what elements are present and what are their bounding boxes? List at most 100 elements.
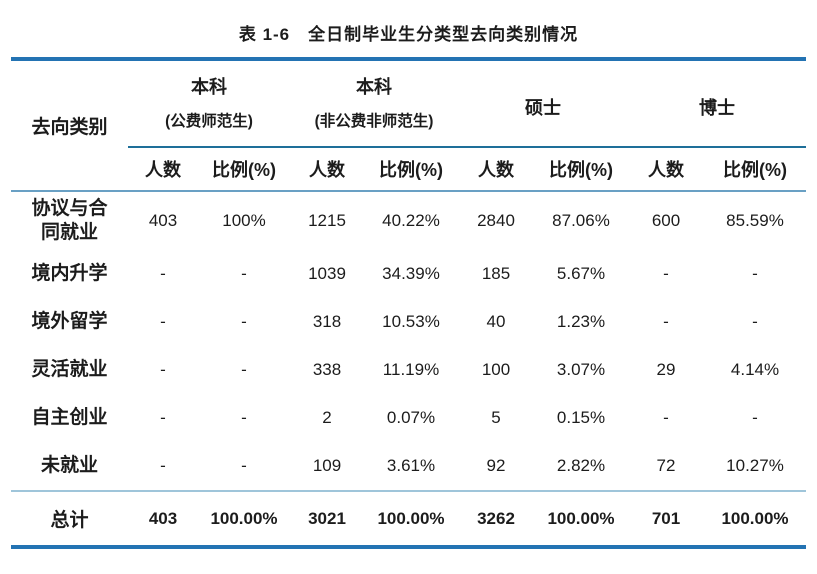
table-cell: 10.27% (704, 442, 806, 492)
table-cell: 5 (491, 408, 501, 427)
table-row-contract-employment: 协议与合同就业 403 100% 1215 40.22% 2840 87.06%… (11, 191, 806, 250)
table-cell: 11.19% (382, 360, 440, 379)
table-cell: 92 (458, 442, 534, 492)
table-cell: 85.59% (726, 211, 784, 230)
col-header-ratio: 比例(%) (534, 147, 628, 192)
table-cell: 701 (651, 508, 681, 528)
table-cell: - (241, 264, 247, 283)
row-label: 未就业 (11, 442, 128, 492)
table-cell: - (752, 312, 758, 331)
table-cell: 3021 (308, 508, 346, 528)
col-header-count: 人数 (290, 147, 364, 192)
table-row-total: 总计 403 100.00% 3021 100.00% 3262 100.00%… (11, 491, 806, 547)
group-header-undergrad-nonfunded: 本科 (356, 77, 392, 97)
table-cell: - (663, 408, 669, 427)
table-cell: 0.07% (386, 408, 436, 427)
table-cell: 3262 (477, 508, 515, 528)
table-cell: 100.00% (210, 508, 278, 528)
table-row-self-employment: 自主创业 - - 2 0.07% 5 0.15% - - (11, 394, 806, 442)
table-cell: - (241, 360, 247, 379)
table-cell: 40 (486, 312, 506, 331)
table-row-flexible-employment: 灵活就业 - - 338 11.19% 100 3.07% 29 4.14% (11, 346, 806, 394)
table-row-unemployed: 未就业 - - 109 3.61% 92 2.82% 72 10.27% (11, 442, 806, 492)
table-cell: 72 (628, 442, 704, 492)
group-header-undergrad-funded: 本科 (191, 77, 227, 97)
table-cell: - (160, 360, 166, 379)
row-label: 灵活就业 (11, 346, 128, 394)
table-header: 去向类别 本科 本科 硕士 博士 (公费师范生) (非公费非师范生) 人数 比例… (11, 59, 806, 192)
row-label: 协议与合同就业 (11, 191, 128, 250)
table-cell: 1215 (308, 211, 346, 230)
table-row-domestic-further-study: 境内升学 - - 1039 34.39% 185 5.67% - - (11, 250, 806, 298)
row-label-text: 境外留学 (31, 311, 108, 333)
col-header-count: 人数 (128, 147, 198, 192)
table-cell: - (663, 264, 669, 283)
row-label-text: 协议与合同就业 (31, 198, 108, 243)
table-cell: 5.67% (556, 264, 606, 283)
table-cell: 100% (222, 211, 266, 230)
table-cell: - (752, 264, 758, 283)
table-cell: 0.15% (556, 408, 606, 427)
table-body: 协议与合同就业 403 100% 1215 40.22% 2840 87.06%… (11, 191, 806, 492)
table-cell: 3.61% (364, 442, 458, 492)
table-cell: 2.82% (534, 442, 628, 492)
table-row-overseas-study: 境外留学 - - 318 10.53% 40 1.23% - - (11, 298, 806, 346)
col-header-count: 人数 (458, 147, 534, 192)
table-cell: 600 (651, 211, 681, 230)
table-cell: - (752, 408, 758, 427)
table-cell: 100 (481, 360, 511, 379)
col-header-count: 人数 (628, 147, 704, 192)
graduates-destination-table: 去向类别 本科 本科 硕士 博士 (公费师范生) (非公费非师范生) 人数 比例… (11, 57, 806, 549)
row-label-text: 自主创业 (31, 407, 108, 429)
table-cell: 100.00% (547, 508, 615, 528)
table-cell: 2840 (477, 211, 515, 230)
table-cell: 403 (148, 508, 178, 528)
col-header-ratio: 比例(%) (198, 147, 290, 192)
row-label: 自主创业 (11, 394, 128, 442)
corner-header-destination-category: 去向类别 (11, 59, 128, 192)
table-cell: - (160, 408, 166, 427)
group-subtitle-funded-normal: (公费师范生) (128, 105, 290, 148)
table-cell: 1.23% (556, 312, 606, 331)
table-cell: 100.00% (377, 508, 445, 528)
col-header-ratio: 比例(%) (704, 147, 806, 192)
table-cell: 100.00% (721, 508, 789, 528)
total-row-label: 总计 (50, 510, 89, 531)
table-cell: - (663, 312, 669, 331)
row-label-text: 未就业 (40, 455, 98, 477)
row-label-text: 境内升学 (31, 263, 108, 285)
table-cell: - (241, 408, 247, 427)
table-cell: 1039 (308, 264, 346, 283)
table-cell: 34.39% (382, 264, 440, 283)
table-cell: 87.06% (552, 211, 610, 230)
table-cell: 109 (290, 442, 364, 492)
group-header-master: 硕士 (458, 59, 628, 148)
column-header-row: 人数 比例(%) 人数 比例(%) 人数 比例(%) 人数 比例(%) (11, 147, 806, 192)
table-title: 表 1-6 全日制毕业生分类型去向类别情况 (238, 25, 579, 44)
table-cell: 4.14% (730, 360, 780, 379)
group-subtitle-nonfunded-nonnormal: (非公费非师范生) (290, 105, 458, 148)
table-cell: 403 (148, 211, 178, 230)
table-cell: 2 (322, 408, 332, 427)
group-subtitle-row: (公费师范生) (非公费非师范生) (11, 105, 806, 148)
col-header-ratio: 比例(%) (364, 147, 458, 192)
table-cell: - (160, 264, 166, 283)
table-cell: 3.07% (556, 360, 606, 379)
table-cell: 338 (312, 360, 342, 379)
table-cell: 185 (481, 264, 511, 283)
table-cell: 10.53% (382, 312, 440, 331)
row-label-text: 灵活就业 (31, 359, 108, 381)
table-cell: 40.22% (382, 211, 440, 230)
table-cell: - (241, 312, 247, 331)
row-label: 境内升学 (11, 250, 128, 298)
table-cell: 29 (656, 360, 676, 379)
table-cell: 318 (312, 312, 342, 331)
row-label: 境外留学 (11, 298, 128, 346)
table-cell: - (160, 312, 166, 331)
group-header-row: 去向类别 本科 本科 硕士 博士 (11, 59, 806, 192)
table-cell: - (198, 442, 290, 492)
table-cell: - (128, 442, 198, 492)
table-footer: 总计 403 100.00% 3021 100.00% 3262 100.00%… (11, 491, 806, 547)
document-page: 表 1-6 全日制毕业生分类型去向类别情况 去向类别 本科 本科 硕士 博士 (… (0, 22, 817, 574)
group-header-doctor: 博士 (628, 59, 806, 148)
